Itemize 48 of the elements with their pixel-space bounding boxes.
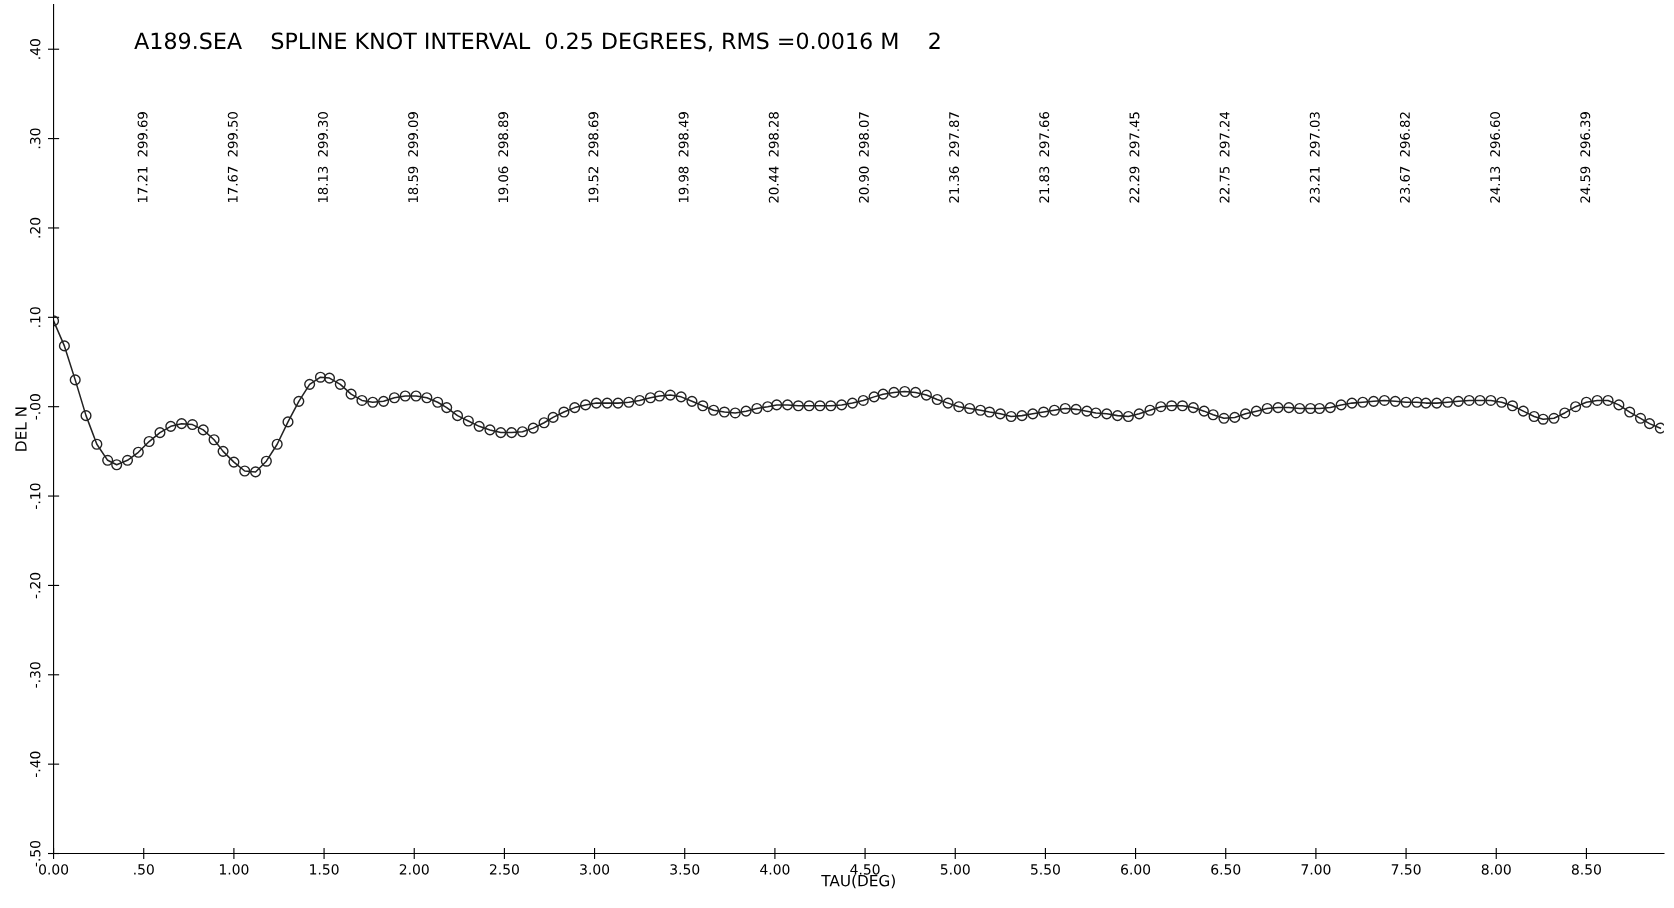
x-tick-label: 2.00	[399, 864, 429, 875]
x-tick-label: 0.00	[39, 864, 69, 875]
annotation: 24.59 296.39	[1580, 112, 1591, 203]
annotation: 19.98 298.49	[678, 112, 689, 203]
x-tick-label: 8.00	[1481, 864, 1511, 875]
y-tick-label: -.30	[29, 662, 41, 688]
annotation: 19.52 298.69	[588, 112, 599, 203]
x-tick-label: 8.50	[1571, 864, 1601, 875]
annotation: 20.44 298.28	[768, 112, 779, 203]
annotation: 22.75 297.24	[1219, 111, 1230, 203]
annotation: 23.67 296.82	[1399, 112, 1410, 203]
y-tick-label: -.20	[29, 572, 41, 599]
x-tick-label: 4.00	[760, 864, 790, 875]
x-tick-label: 1.50	[310, 864, 339, 875]
annotation: 17.21 299.69	[137, 112, 148, 203]
annotation: 24.13 296.60	[1490, 112, 1501, 203]
x-tick-label: 5.50	[1031, 864, 1060, 875]
x-axis-title: TAU(DEG)	[821, 874, 895, 889]
x-tick-label: 3.00	[580, 864, 610, 875]
x-tick-label: 5.00	[940, 864, 970, 875]
x-tick-label: 3.50	[670, 864, 700, 875]
y-tick-label: .30	[29, 128, 41, 149]
annotation: 18.59 299.09	[408, 112, 419, 203]
x-tick-label: 6.00	[1121, 864, 1151, 875]
y-axis-title: DEL N	[15, 407, 27, 451]
y-tick-label: -.50	[29, 840, 41, 867]
annotation: 23.21 297.03	[1309, 112, 1320, 203]
annotation: 20.90 298.07	[858, 112, 869, 203]
annotation: 22.29 297.45	[1129, 112, 1140, 203]
x-tick-label: 4.50	[850, 864, 880, 875]
y-tick-label: -.40	[29, 751, 41, 778]
x-tick-label: 6.50	[1211, 864, 1241, 875]
annotation: 21.83 297.66	[1039, 112, 1050, 203]
x-tick-label: .50	[134, 864, 154, 875]
y-tick-label: .10	[29, 307, 41, 327]
y-tick-label: -.00	[29, 394, 41, 420]
y-tick-label: -.10	[29, 483, 41, 509]
annotation: 18.13 299.30	[317, 112, 328, 203]
x-tick-label: 7.50	[1391, 864, 1421, 875]
x-tick-label: 7.00	[1301, 864, 1331, 875]
x-tick-label: 2.50	[489, 864, 519, 875]
y-tick-label: .20	[29, 217, 41, 238]
y-tick-label: .40	[29, 39, 41, 59]
annotation: 21.36 297.87	[949, 112, 960, 203]
annotation: 19.06 298.89	[498, 112, 509, 203]
text: A189.SEA SPLINE KNOT INTERVAL 0.25 DEGREES, RMS =0.0016 M 2	[134, 32, 940, 52]
annotation: 17.67 299.50	[227, 112, 238, 203]
x-tick-label: 1.00	[219, 864, 249, 875]
